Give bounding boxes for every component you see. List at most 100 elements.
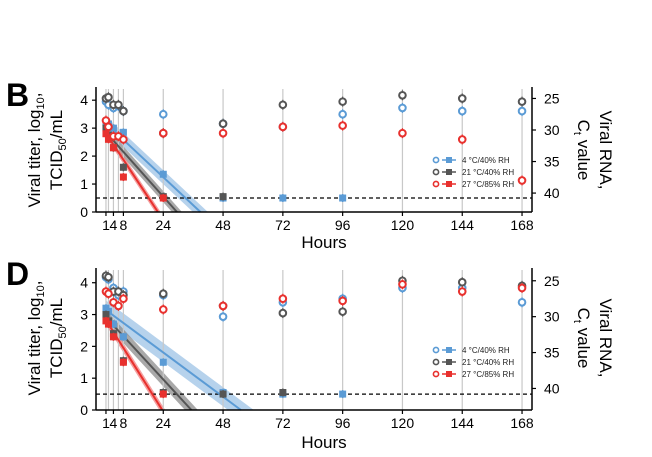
x-tick-label: 144 <box>451 415 475 431</box>
x-tick-label: 4 <box>110 217 118 233</box>
titer-point <box>104 320 112 328</box>
y-axis-title-left: Viral titer, log10, TCID50/mL <box>25 93 69 208</box>
x-tick-label: 72 <box>275 217 291 233</box>
rna-point <box>398 128 407 138</box>
x-tick-label: 72 <box>275 415 291 431</box>
titer-point <box>279 389 287 396</box>
rna-point <box>338 296 347 306</box>
y-tick-label-left: 0 <box>80 402 88 418</box>
rna-point <box>338 109 347 119</box>
titer-point <box>119 173 127 181</box>
svg-text:Ct value: Ct value <box>571 308 593 369</box>
legend-rna-marker <box>432 358 440 366</box>
titer-point <box>159 194 167 202</box>
x-tick-label: 120 <box>391 415 415 431</box>
svg-text:Viral titer, log10,: Viral titer, log10, <box>25 281 47 396</box>
legend-titer-marker <box>446 181 452 187</box>
panel-label: D <box>6 256 29 292</box>
rna-point <box>158 109 168 119</box>
rna-point <box>104 92 113 102</box>
x-tick-label: 96 <box>335 217 351 233</box>
titer-point <box>109 333 117 341</box>
svg-text:Ct value: Ct value <box>571 120 593 181</box>
y-tick-label-left: 0 <box>80 204 88 220</box>
x-tick-label: 1 <box>102 217 110 233</box>
titer-point <box>159 358 167 366</box>
svg-text:TCID50/mL: TCID50/mL <box>47 298 69 378</box>
titer-point <box>219 390 227 398</box>
x-tick-label: 24 <box>155 217 171 233</box>
titer-point <box>119 163 127 171</box>
rna-point <box>457 277 467 287</box>
legend-rna-marker <box>432 180 440 188</box>
rna-point <box>517 97 527 106</box>
rna-point <box>119 106 128 116</box>
y-tick-label-left: 3 <box>80 120 88 136</box>
y-tick-label-right: 30 <box>544 309 560 325</box>
svg-text:Viral titer, log10,: Viral titer, log10, <box>25 93 47 208</box>
legend-label: 27 °C/85% RH <box>462 370 514 379</box>
rna-point <box>158 289 168 298</box>
x-tick-label: 48 <box>215 217 231 233</box>
rna-point <box>517 283 527 293</box>
y-axis-title-left: Viral titer, log10, TCID50/mL <box>25 281 69 396</box>
svg-text:TCID50/mL: TCID50/mL <box>47 110 69 190</box>
rna-point <box>338 121 347 130</box>
titer-point <box>339 194 347 202</box>
confidence-band <box>105 300 254 410</box>
titer-point <box>159 170 167 178</box>
rna-point <box>104 289 113 298</box>
regression-line <box>105 309 242 411</box>
rna-point <box>218 301 228 311</box>
legend-titer-marker <box>446 359 452 365</box>
rna-point <box>278 308 288 318</box>
x-tick-label: 4 <box>110 415 118 431</box>
y-tick-label-right: 35 <box>544 345 560 361</box>
rna-point <box>114 301 123 311</box>
legend-titer-marker <box>446 347 452 353</box>
rna-point <box>398 103 407 113</box>
x-axis-title: Hours <box>301 433 346 452</box>
legend-titer-marker <box>446 169 452 175</box>
legend-label: 4 °C/40% RH <box>462 156 510 165</box>
rna-point <box>158 305 168 314</box>
rna-point <box>517 298 527 307</box>
x-tick-label: 168 <box>510 415 534 431</box>
legend-rna-marker <box>432 168 440 176</box>
regression-line <box>105 316 193 411</box>
rna-point <box>119 294 128 304</box>
rna-point <box>398 280 407 289</box>
legend-titer-marker <box>446 371 452 377</box>
titer-point <box>119 358 127 366</box>
y-tick-label-right: 25 <box>544 90 560 106</box>
rna-point <box>517 106 527 116</box>
titer-point <box>109 144 117 152</box>
y-axis-title-right: Viral RNA, Ct value <box>571 298 615 377</box>
rna-point <box>457 94 467 103</box>
titer-point <box>102 311 110 319</box>
legend-label: 4 °C/40% RH <box>462 346 510 355</box>
legend-titer-marker <box>446 157 452 163</box>
rna-point <box>158 128 168 138</box>
titer-point <box>109 124 117 132</box>
rna-point <box>119 135 128 144</box>
svg-text:Viral RNA,: Viral RNA, <box>596 110 615 189</box>
legend-rna-marker <box>432 346 440 354</box>
legend-rna-marker <box>432 370 440 378</box>
y-title-left-line1: Viral titer, log <box>25 110 44 208</box>
legend-label: 21 °C/40% RH <box>462 168 514 177</box>
y-tick-label-left: 2 <box>80 338 88 354</box>
y-tick-label-right: 25 <box>544 273 560 289</box>
titer-point <box>104 135 112 143</box>
titer-point <box>119 333 127 341</box>
legend-label: 21 °C/40% RH <box>462 358 514 367</box>
x-tick-label: 24 <box>155 415 171 431</box>
confidence-band <box>105 129 161 212</box>
rna-point <box>114 100 123 110</box>
rna-point <box>278 122 288 132</box>
x-tick-label: 48 <box>215 415 231 431</box>
y-axis-title-right: Viral RNA, Ct value <box>571 110 615 189</box>
titer-point <box>219 193 227 201</box>
legend-rna-marker <box>432 156 440 164</box>
